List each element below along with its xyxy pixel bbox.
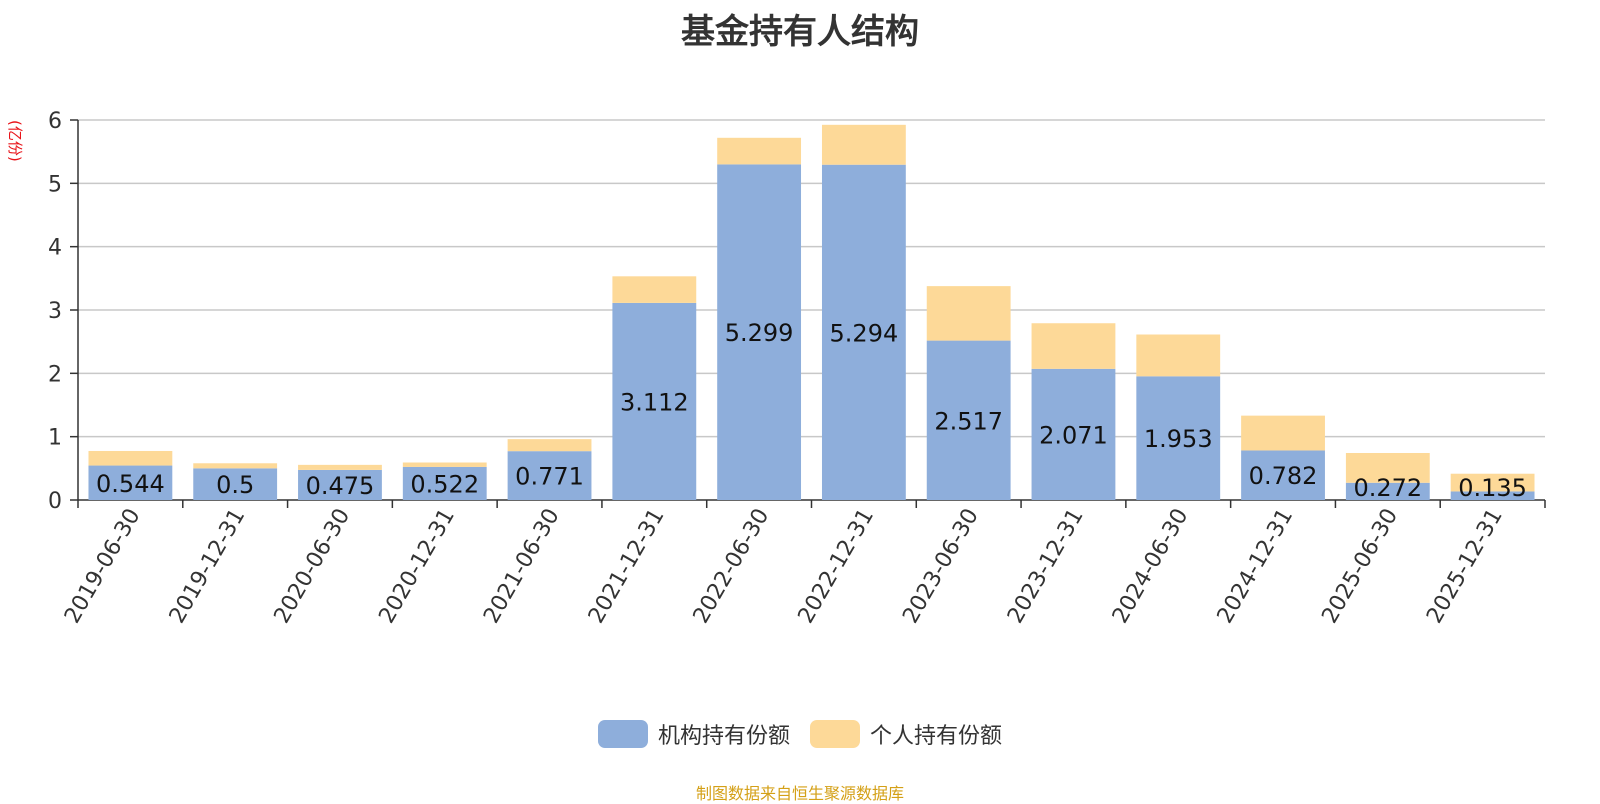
bar-institutional [193, 468, 278, 500]
x-tick-label: 2020-06-30 [270, 505, 356, 628]
bar-institutional [717, 164, 802, 500]
bar-value-label: 5.299 [725, 319, 794, 347]
chart-title: 基金持有人结构 [681, 12, 919, 52]
y-tick-label: 0 [48, 489, 62, 514]
bar-individual [612, 276, 697, 303]
legend-swatch-individual [810, 720, 860, 748]
bar-value-label: 0.272 [1353, 474, 1422, 502]
y-tick-label: 6 [48, 109, 62, 134]
bar-individual [717, 137, 802, 165]
bar-value-label: 5.294 [830, 319, 899, 347]
bar-institutional [1450, 491, 1535, 500]
bar-value-label: 3.112 [620, 388, 689, 416]
bar-individual [1136, 334, 1221, 377]
bar-individual [507, 439, 592, 452]
x-tick-label: 2023-12-31 [1003, 505, 1089, 628]
x-tick-label: 2019-06-30 [60, 505, 146, 628]
bar-institutional [88, 465, 173, 500]
bar-value-label: 1.953 [1144, 425, 1213, 453]
bar-individual [88, 450, 173, 466]
source-note: 制图数据来自恒生聚源数据库 [695, 784, 904, 803]
legend-item-individual[interactable]: 个人持有份额 [810, 718, 1002, 750]
bar-institutional [298, 469, 382, 500]
bar-institutional [1345, 482, 1430, 500]
y-tick-label: 1 [48, 426, 62, 451]
bar-individual [193, 463, 278, 469]
bar-institutional [926, 340, 1011, 500]
bar-individual [1345, 453, 1430, 483]
legend-label-individual: 个人持有份额 [870, 724, 1003, 749]
bar-chart: 0 1 2 3 4 5 6 0.544 2019-06-30 0.5 2019-12-31 0.475… [48, 109, 1546, 628]
bar-value-label: 2.071 [1039, 421, 1108, 449]
legend-swatch-institutional [597, 720, 648, 748]
bar-institutional [1241, 450, 1325, 500]
bar-value-label: 0.135 [1458, 474, 1527, 502]
x-tick-label: 2024-12-31 [1213, 505, 1299, 628]
bar-individual [1450, 473, 1535, 492]
bar-value-label: 0.5 [216, 471, 254, 499]
y-tick-label: 2 [48, 362, 62, 387]
bar-value-label: 0.475 [306, 472, 375, 500]
y-tick-label: 4 [48, 236, 62, 261]
bar-individual [402, 462, 487, 467]
bar-individual [1031, 323, 1116, 369]
x-tick-label: 2019-12-31 [165, 505, 251, 628]
x-tick-label: 2020-12-31 [374, 505, 460, 628]
bar-institutional [1136, 376, 1221, 500]
x-tick-label: 2022-06-30 [689, 505, 775, 628]
x-tick-label: 2021-12-31 [584, 505, 670, 628]
legend: 机构持有份额 个人持有份额 [0, 718, 1600, 750]
bar-individual [926, 286, 1011, 341]
x-tick-label: 2025-12-31 [1422, 505, 1508, 628]
legend-item-institutional[interactable]: 机构持有份额 [597, 718, 790, 750]
bar-value-label: 0.771 [515, 463, 584, 491]
bar-individual [821, 124, 906, 165]
bar-institutional [821, 164, 906, 501]
y-tick-label: 3 [48, 299, 62, 324]
x-tick-label: 2025-06-30 [1317, 505, 1403, 628]
bar-institutional [402, 466, 487, 500]
x-tick-label: 2024-06-30 [1108, 505, 1194, 628]
bar-value-label: 0.522 [410, 470, 479, 498]
bar-value-label: 2.517 [934, 407, 1003, 435]
bar-institutional [612, 302, 697, 500]
x-tick-label: 2022-12-31 [794, 505, 880, 628]
bar-individual [1241, 415, 1325, 451]
y-tick-label: 5 [48, 172, 62, 197]
bar-institutional [1031, 368, 1116, 500]
bar-value-label: 0.782 [1249, 462, 1318, 490]
legend-label-institutional: 机构持有份额 [657, 724, 790, 749]
x-tick-label: 2021-06-30 [479, 505, 565, 628]
bar-value-label: 0.544 [96, 470, 165, 498]
x-tick-label: 2023-06-30 [898, 505, 984, 628]
bar-individual [298, 464, 382, 470]
bar-institutional [507, 451, 592, 500]
